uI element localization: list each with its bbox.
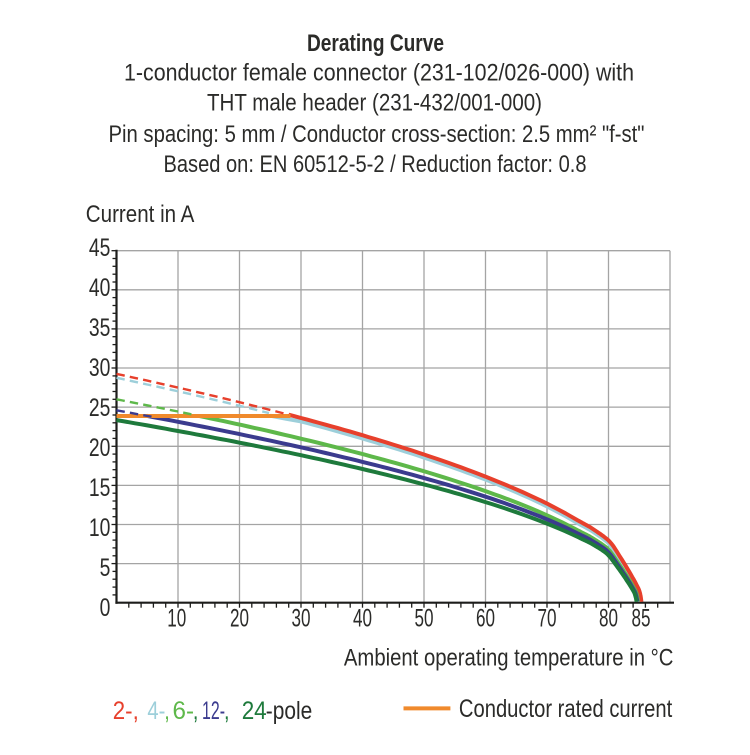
svg-text:85: 85 bbox=[632, 605, 651, 633]
svg-text:30: 30 bbox=[292, 605, 311, 633]
svg-text:Based on: EN 60512-5-2 / Reduc: Based on: EN 60512-5-2 / Reduction facto… bbox=[164, 151, 587, 178]
svg-text:6-: 6- bbox=[173, 697, 195, 725]
svg-text:80: 80 bbox=[599, 605, 618, 633]
svg-text:Current in A: Current in A bbox=[86, 201, 195, 228]
svg-text:45: 45 bbox=[89, 234, 111, 262]
svg-text:2-,: 2-, bbox=[113, 697, 139, 725]
svg-text:30: 30 bbox=[89, 354, 111, 382]
svg-text:1-conductor female connector (: 1-conductor female connector (231-102/02… bbox=[124, 59, 634, 86]
svg-text:25: 25 bbox=[89, 394, 111, 422]
svg-text:20: 20 bbox=[89, 434, 111, 462]
svg-text:Derating Curve: Derating Curve bbox=[307, 30, 444, 57]
svg-text:50: 50 bbox=[415, 605, 434, 633]
svg-text:,: , bbox=[193, 697, 199, 725]
svg-text:,: , bbox=[224, 697, 230, 725]
svg-text:40: 40 bbox=[89, 274, 111, 302]
svg-text:15: 15 bbox=[89, 474, 111, 502]
svg-text:12-: 12- bbox=[202, 697, 225, 725]
svg-text:Ambient operating temperature: Ambient operating temperature in °C bbox=[344, 645, 674, 672]
svg-text:5: 5 bbox=[100, 554, 111, 582]
svg-text:10: 10 bbox=[167, 605, 186, 633]
svg-text:10: 10 bbox=[89, 514, 111, 542]
svg-text:40: 40 bbox=[353, 605, 372, 633]
svg-text:35: 35 bbox=[89, 314, 111, 342]
svg-text:20: 20 bbox=[230, 605, 249, 633]
svg-text:THT male header (231-432/001-0: THT male header (231-432/001-000) bbox=[207, 90, 542, 117]
svg-text:0: 0 bbox=[100, 594, 111, 622]
svg-text:4-: 4- bbox=[147, 697, 165, 725]
svg-text:70: 70 bbox=[538, 605, 557, 633]
svg-text:Pin spacing: 5 mm / Conductor: Pin spacing: 5 mm / Conductor cross-sect… bbox=[109, 121, 645, 148]
svg-text:-pole: -pole bbox=[266, 697, 313, 725]
svg-text:24: 24 bbox=[242, 697, 267, 725]
svg-text:60: 60 bbox=[476, 605, 495, 633]
svg-text:,: , bbox=[164, 697, 170, 725]
svg-text:Conductor rated current: Conductor rated current bbox=[459, 695, 672, 723]
